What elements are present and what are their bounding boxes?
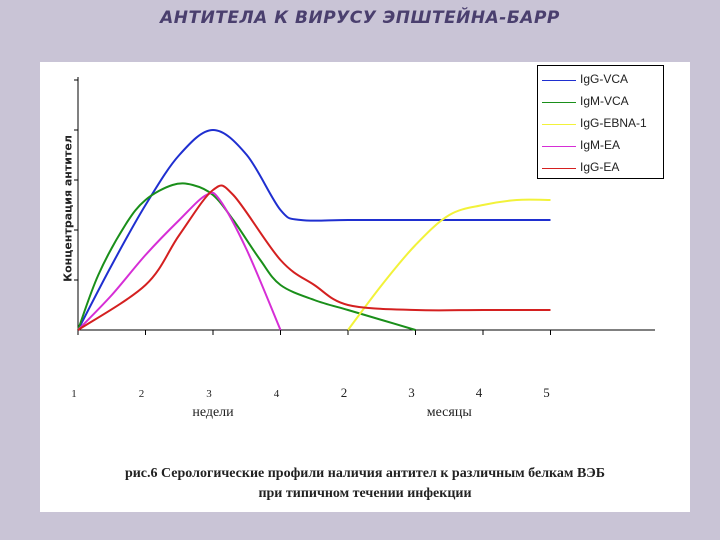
- legend-label: IgG-EA: [580, 160, 620, 174]
- x-tick-label: 2: [139, 388, 145, 400]
- series-line-igg-ebna-1: [347, 198, 551, 331]
- x-group-label: месяцы: [427, 405, 473, 420]
- legend-swatch: [542, 102, 576, 103]
- caption-line-2: при типичном течении инфекции: [258, 486, 472, 501]
- legend-swatch: [542, 146, 576, 147]
- x-group-label: недели: [192, 405, 234, 420]
- legend-swatch: [542, 80, 576, 81]
- legend-label: IgG-VCA: [580, 72, 629, 86]
- x-tick-label: 4: [476, 385, 483, 400]
- series-line-igg-vca: [77, 128, 551, 331]
- legend-label: IgM-VCA: [580, 94, 629, 108]
- figure-caption: рис.6 Серологические профили наличия ант…: [40, 464, 690, 504]
- legend-item: IgM-VCA: [542, 92, 662, 114]
- series-line-igg-ea: [77, 184, 551, 331]
- legend-label: IgM-EA: [580, 138, 621, 152]
- legend-item: IgG-EBNA-1: [542, 114, 662, 136]
- x-tick-label: 2: [341, 385, 348, 400]
- legend-item: IgG-EA: [542, 158, 662, 180]
- chart-svg: 1 2 3 4 2 3 4 5 недели месяцы: [71, 77, 655, 420]
- legend-swatch: [542, 168, 576, 169]
- figure-panel: Концентрация антител 1 2 3 4 2 3 4 5 недели месяц…: [40, 62, 690, 512]
- x-tick-label: 4: [274, 388, 280, 400]
- legend-label: IgG-EBNA-1: [580, 116, 647, 130]
- legend-item: IgG-VCA: [542, 70, 662, 92]
- legend-swatch: [542, 124, 576, 125]
- x-tick-label: 1: [71, 388, 77, 400]
- slide-title: АНТИТЕЛА К ВИРУСУ ЭПШТЕЙНА-БАРР: [160, 8, 560, 28]
- legend-item: IgM-EA: [542, 136, 662, 158]
- x-tick-label: 3: [206, 388, 212, 400]
- caption-line-1: рис.6 Серологические профили наличия ант…: [124, 466, 606, 481]
- x-tick-label: 3: [408, 385, 415, 400]
- legend: IgG-VCA IgM-VCA IgG-EBNA-1 IgM-EA IgG-EA: [537, 65, 664, 179]
- x-tick-label: 5: [543, 385, 550, 400]
- series-line-igm-ea: [77, 191, 282, 331]
